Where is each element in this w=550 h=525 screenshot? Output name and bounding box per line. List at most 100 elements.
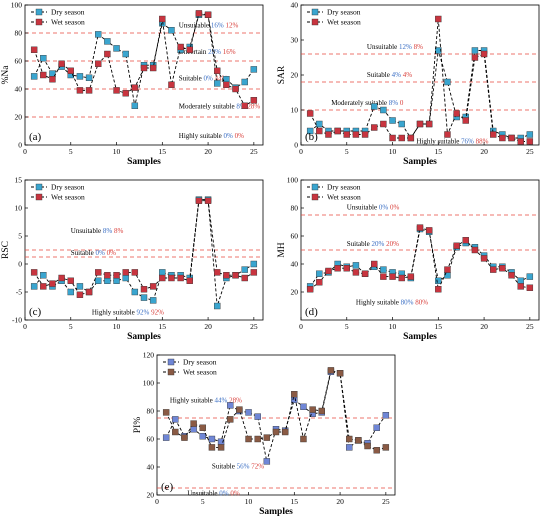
panel-e: 0 5 10 15 20 25 20 40 60 80 100 120 Samples PI% Highly… bbox=[133, 351, 396, 517]
x-axis-label: Samples bbox=[259, 507, 293, 517]
zone-annotation: Unsuitable 0% 0% bbox=[187, 490, 240, 498]
data-point-dry bbox=[140, 294, 148, 301]
y-tick-label: 20 bbox=[291, 288, 299, 297]
data-point-wet bbox=[223, 81, 230, 89]
data-point-wet bbox=[104, 50, 111, 58]
y-tick-label: 100 bbox=[11, 1, 23, 10]
y-tick-label: 60 bbox=[291, 232, 299, 241]
data-point-wet bbox=[263, 434, 271, 441]
zone-label: Moderately suitable bbox=[179, 103, 237, 111]
data-point-wet bbox=[236, 406, 243, 413]
data-point-dry bbox=[300, 403, 307, 410]
data-point-dry bbox=[85, 74, 93, 82]
data-point-dry bbox=[168, 27, 175, 34]
data-point-wet bbox=[186, 277, 193, 284]
data-point-wet bbox=[172, 428, 179, 436]
x-tick-label: 25 bbox=[250, 147, 258, 156]
data-point-wet bbox=[435, 15, 442, 23]
data-point-wet bbox=[76, 87, 84, 94]
data-point-dry bbox=[199, 433, 206, 440]
data-point-dry bbox=[208, 435, 216, 443]
data-point-wet bbox=[361, 131, 369, 138]
data-point-dry bbox=[435, 277, 442, 284]
zone-annotation: Suitable 4% 4% bbox=[367, 71, 412, 79]
zone-annotation: Suitable 0% 44% bbox=[179, 75, 228, 83]
data-point-wet bbox=[398, 134, 405, 142]
data-point-wet bbox=[204, 11, 212, 19]
data-point-wet bbox=[352, 269, 360, 276]
data-point-wet bbox=[389, 273, 396, 280]
data-point-wet bbox=[471, 246, 479, 254]
x-tick-label: 5 bbox=[69, 322, 73, 331]
data-point-wet bbox=[336, 370, 344, 377]
zone-dry-percent: 56% bbox=[237, 462, 252, 470]
data-point-wet bbox=[343, 265, 350, 272]
y-tick-label: 40 bbox=[147, 463, 155, 472]
legend-entry: Dry season bbox=[51, 183, 85, 192]
y-tick-label: 0 bbox=[18, 141, 22, 150]
zone-label: Suitable bbox=[71, 249, 96, 257]
data-point-wet bbox=[407, 134, 415, 142]
y-tick-label: 40 bbox=[291, 1, 299, 10]
zone-annotation: Suitable 56% 72% bbox=[212, 462, 264, 470]
data-point-wet bbox=[343, 131, 350, 138]
data-point-wet bbox=[490, 131, 497, 138]
zone-wet-percent: 20% bbox=[386, 240, 399, 248]
data-point-dry bbox=[40, 55, 47, 62]
data-point-wet bbox=[444, 266, 451, 273]
data-point-wet bbox=[58, 60, 65, 67]
plot-frame bbox=[24, 4, 264, 146]
x-tick-label: 0 bbox=[23, 322, 27, 331]
data-point-dry bbox=[172, 416, 179, 423]
y-tick-label: 60 bbox=[15, 57, 23, 66]
zone-dry-percent: 12% bbox=[399, 43, 414, 51]
data-point-dry bbox=[227, 402, 234, 409]
data-point-wet bbox=[204, 197, 212, 204]
data-point-wet bbox=[122, 269, 129, 276]
legend-entry: Dry season bbox=[183, 358, 217, 367]
data-point-dry bbox=[526, 273, 534, 280]
data-point-dry bbox=[162, 434, 170, 441]
zone-annotation: Moderately suitable 8% 0 bbox=[331, 99, 404, 107]
x-tick-label: 25 bbox=[526, 322, 534, 331]
zone-label: Unsuitable bbox=[71, 227, 103, 235]
panel-a: 0 5 10 15 20 25 0 20 40 60 80 100 Samples %Na Unsuitab… bbox=[1, 1, 264, 167]
y-tick-label: 20 bbox=[147, 491, 155, 500]
x-tick-label: 20 bbox=[204, 147, 212, 156]
legend-entry: Wet season bbox=[327, 193, 361, 202]
zone-annotation: Suitable 20% 20% bbox=[347, 240, 399, 248]
legend-marker bbox=[35, 18, 43, 26]
panel-label: (a) bbox=[29, 131, 42, 143]
data-point-wet bbox=[181, 434, 188, 441]
data-point-dry bbox=[76, 73, 84, 80]
data-point-wet bbox=[214, 269, 221, 276]
data-point-wet bbox=[355, 437, 362, 444]
data-point-wet bbox=[407, 273, 415, 280]
y-tick-label: 15 bbox=[15, 176, 23, 185]
x-tick-label: 25 bbox=[382, 497, 390, 506]
x-tick-label: 0 bbox=[23, 147, 27, 156]
zone-label: Highly suitable bbox=[356, 299, 401, 307]
panel-label: (d) bbox=[305, 306, 318, 318]
data-point-wet bbox=[425, 120, 433, 128]
y-tick-label: 20 bbox=[291, 71, 299, 80]
legend-marker bbox=[311, 8, 319, 16]
data-point-wet bbox=[159, 274, 166, 282]
x-tick-label: 10 bbox=[113, 147, 121, 156]
data-point-wet bbox=[95, 269, 102, 276]
zone-wet-percent: 0% bbox=[235, 132, 245, 140]
legend-entry: Dry season bbox=[327, 8, 361, 17]
panel-label: (e) bbox=[161, 481, 174, 493]
data-point-wet bbox=[162, 409, 170, 416]
y-tick-label: 120 bbox=[143, 351, 155, 360]
data-point-wet bbox=[67, 277, 74, 284]
data-point-dry bbox=[113, 45, 120, 52]
y-tick-label: 10 bbox=[291, 106, 299, 115]
zone-label: Suitable bbox=[347, 240, 372, 248]
data-point-dry bbox=[95, 31, 102, 38]
data-point-wet bbox=[444, 131, 451, 138]
data-point-wet bbox=[334, 127, 341, 135]
zone-dry-percent: 0% bbox=[95, 249, 106, 257]
zone-wet-percent: 92% bbox=[151, 308, 164, 316]
data-point-dry bbox=[254, 413, 261, 420]
